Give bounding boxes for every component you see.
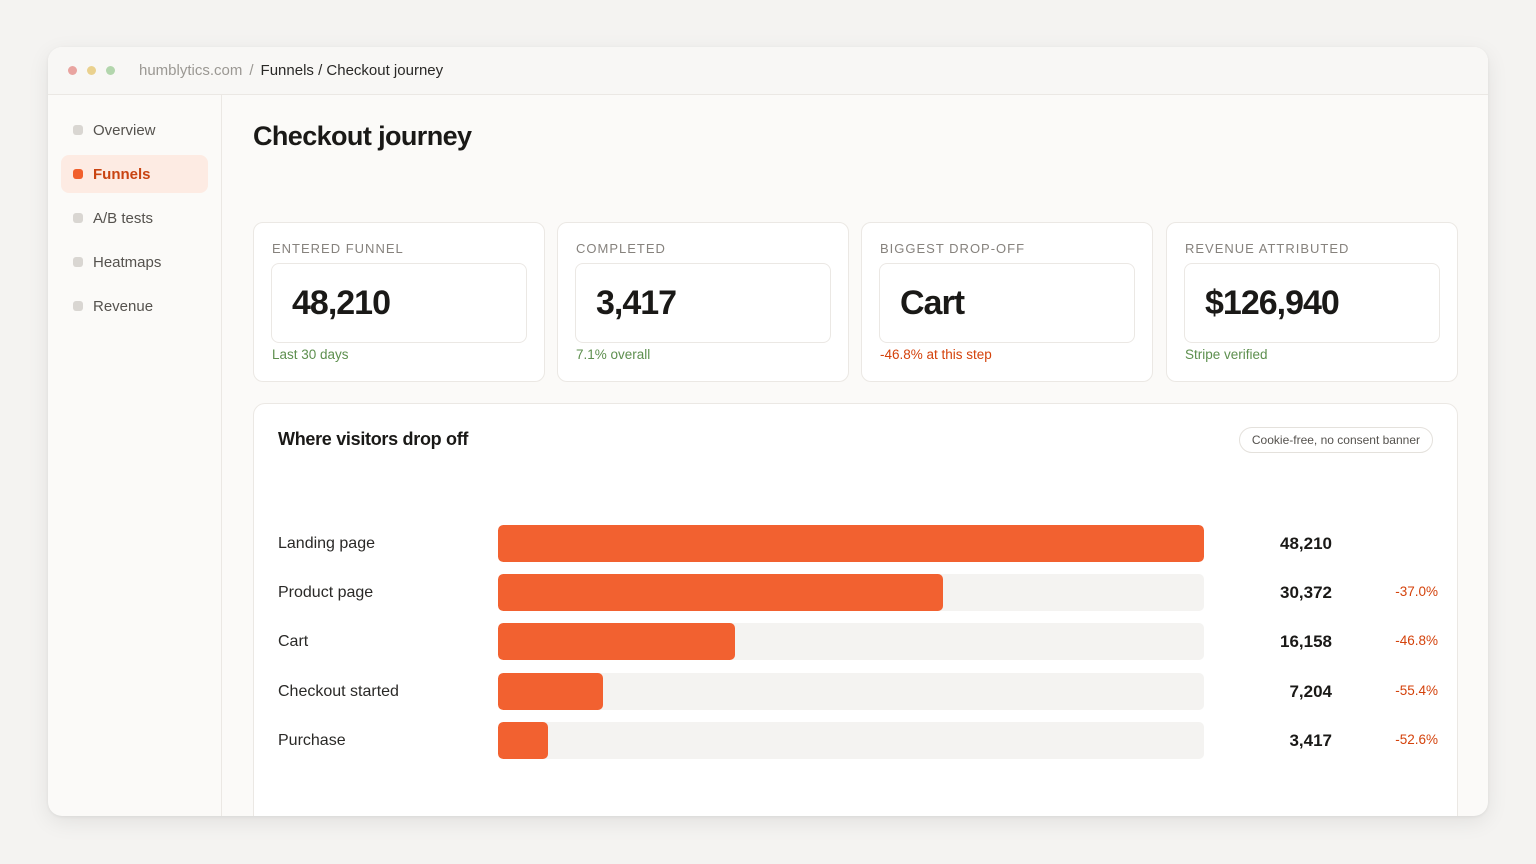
panel-title: Where visitors drop off <box>278 429 469 449</box>
funnel-panel: Where visitors drop off Cookie-free, no … <box>253 403 1458 816</box>
funnel-bar-track <box>498 623 1204 661</box>
stat-card-subtext: -46.8% at this step <box>880 347 992 362</box>
funnel-bar-track <box>498 574 1204 612</box>
sidebar-item-overview[interactable]: Overview <box>61 111 208 149</box>
funnel-count: 16,158 <box>1280 632 1332 652</box>
stat-card-completed: COMPLETED 3,417 7.1% overall <box>557 222 849 382</box>
stat-card-value-box: Cart <box>879 263 1135 343</box>
sidebar-item-heatmaps[interactable]: Heatmaps <box>61 243 208 281</box>
sidebar: Overview Funnels A/B tests Heatmaps Reve… <box>48 95 222 816</box>
funnel-step-label: Landing page <box>278 535 375 552</box>
funnel-bar <box>498 525 1204 562</box>
privacy-badge: Cookie-free, no consent banner <box>1238 427 1433 453</box>
sidebar-item-funnels[interactable]: Funnels <box>61 155 208 193</box>
stat-card-value: $126,940 <box>1205 283 1340 322</box>
stat-card-value: 3,417 <box>596 283 677 322</box>
sidebar-item-label: Overview <box>93 121 156 139</box>
funnel-step-label: Cart <box>278 633 309 651</box>
stat-card-subtext: Last 30 days <box>272 347 349 362</box>
stat-card-entered: ENTERED FUNNEL 48,210 Last 30 days <box>253 222 545 382</box>
sidebar-item-label: Revenue <box>93 297 154 315</box>
funnel-chart: Landing page 48,210 Product page 30,372 -37.… <box>278 525 1438 771</box>
funnel-bar <box>498 672 604 710</box>
nav-bullet-icon <box>73 301 83 311</box>
funnel-change: -52.6% <box>1395 731 1438 747</box>
funnel-row: Checkout started 7,204 -55.4% <box>278 672 1438 722</box>
funnel-row: Purchase 3,417 -52.6% <box>278 721 1438 771</box>
stat-card-value: Cart <box>900 283 965 322</box>
browser-window: humblytics.com / Funnels / Checkout jour… <box>48 47 1488 816</box>
stat-card-value-box: 3,417 <box>575 263 831 343</box>
funnel-bar-track <box>498 721 1204 759</box>
close-window-dot[interactable] <box>68 66 77 75</box>
funnel-change: -46.8% <box>1395 633 1438 649</box>
stat-card-value: 48,210 <box>292 283 391 322</box>
sidebar-item-ab-tests[interactable]: A/B tests <box>61 199 208 237</box>
nav-bullet-icon <box>73 125 83 135</box>
maximize-window-dot[interactable] <box>106 66 115 75</box>
stat-card-label: COMPLETED <box>576 241 666 256</box>
stat-card-subtext: Stripe verified <box>1185 347 1268 362</box>
funnel-bar <box>498 721 549 759</box>
page-title: Checkout journey <box>253 121 472 151</box>
stat-card-label: REVENUE ATTRIBUTED <box>1185 241 1350 256</box>
sidebar-item-revenue[interactable]: Revenue <box>61 287 208 325</box>
funnel-bar-track <box>498 525 1204 562</box>
funnel-row: Cart 16,158 -46.8% <box>278 623 1438 672</box>
stat-card-label: BIGGEST DROP-OFF <box>880 241 1026 256</box>
funnel-count: 7,204 <box>1289 681 1332 701</box>
title-bar: humblytics.com / Funnels / Checkout jour… <box>48 47 1488 95</box>
funnel-count: 30,372 <box>1280 583 1332 603</box>
funnel-row: Landing page 48,210 <box>278 525 1438 574</box>
stat-cards: ENTERED FUNNEL 48,210 Last 30 days COMPL… <box>253 222 1458 382</box>
sidebar-item-label: Heatmaps <box>93 253 162 271</box>
funnel-count: 3,417 <box>1289 730 1332 750</box>
main-content: Checkout journey ENTERED FUNNEL 48,210 L… <box>253 95 1458 816</box>
stat-card-value-box: 48,210 <box>271 263 527 343</box>
funnel-change: -37.0% <box>1395 584 1438 600</box>
stat-card-value-box: $126,940 <box>1184 263 1440 343</box>
funnel-bar-track <box>498 672 1204 710</box>
breadcrumb-domain[interactable]: humblytics.com <box>139 62 243 79</box>
breadcrumb: humblytics.com / Funnels / Checkout jour… <box>139 62 443 79</box>
stat-card-subtext: 7.1% overall <box>576 347 651 362</box>
funnel-step-label: Checkout started <box>278 682 399 700</box>
funnel-step-label: Purchase <box>278 731 346 749</box>
funnel-row: Product page 30,372 -37.0% <box>278 574 1438 623</box>
stat-card-label: ENTERED FUNNEL <box>272 241 404 256</box>
stat-card-biggest-dropoff: BIGGEST DROP-OFF Cart -46.8% at this ste… <box>861 222 1153 382</box>
funnel-bar <box>498 574 943 612</box>
nav-bullet-icon <box>73 213 83 223</box>
sidebar-item-label: Funnels <box>93 165 151 183</box>
nav-bullet-icon <box>73 169 83 179</box>
funnel-change: -55.4% <box>1395 682 1438 698</box>
funnel-step-label: Product page <box>278 584 374 602</box>
breadcrumb-path: Funnels / Checkout journey <box>260 62 444 79</box>
nav-bullet-icon <box>73 257 83 267</box>
funnel-count: 48,210 <box>1280 534 1332 553</box>
funnel-bar <box>498 623 735 661</box>
breadcrumb-separator: / <box>249 62 254 79</box>
stat-card-revenue: REVENUE ATTRIBUTED $126,940 Stripe verif… <box>1166 222 1458 382</box>
minimize-window-dot[interactable] <box>87 66 96 75</box>
sidebar-item-label: A/B tests <box>93 209 154 227</box>
